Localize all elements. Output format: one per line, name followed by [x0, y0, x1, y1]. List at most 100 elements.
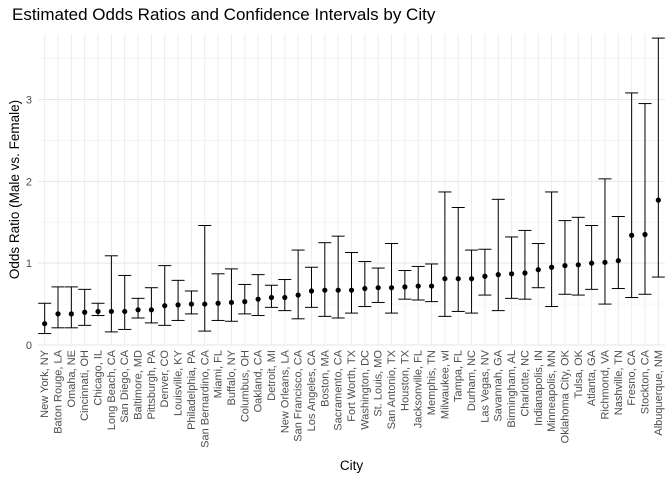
odds-ratio-point — [468, 276, 475, 282]
x-tick-label: Long Beach, CA — [106, 349, 118, 430]
odds-ratio-point — [42, 321, 48, 327]
odds-ratio-point — [55, 311, 61, 317]
x-tick-label: Tampa, FL — [453, 350, 465, 402]
odds-ratio-point — [615, 258, 621, 264]
odds-ratio-point — [562, 263, 568, 269]
odds-ratio-point — [148, 307, 154, 313]
x-tick-label: Las Vegas, NV — [479, 349, 491, 422]
odds-ratio-point — [68, 311, 74, 317]
x-tick-label: Philadelphia, PA — [186, 349, 198, 430]
odds-ratio-point — [375, 285, 381, 291]
y-tick-label: 0 — [26, 340, 32, 352]
x-tick-label: Buffalo, NY — [226, 349, 238, 405]
y-axis-title: Odds Ratio (Male vs. Female) — [7, 100, 22, 279]
x-tick-label: San Bernardino, CA — [199, 349, 211, 447]
odds-ratio-point — [642, 231, 648, 238]
odds-ratio-point — [655, 197, 661, 203]
odds-ratio-point — [495, 272, 501, 278]
x-tick-label: Sacramento, CA — [333, 349, 345, 430]
x-tick-label: Birmingham, AL — [506, 350, 518, 428]
x-tick-label: Cincinnati, OH — [79, 350, 91, 421]
odds-ratio-point — [428, 283, 435, 289]
x-tick-label: Los Angeles, CA — [306, 349, 318, 431]
x-tick-label: St. Louis, MO — [373, 350, 385, 417]
x-tick-label: Jacksonville, FL — [413, 350, 425, 428]
odds-ratio-point — [255, 296, 261, 302]
odds-ratio-point — [442, 276, 448, 282]
x-tick-label: Baltimore, MD — [133, 350, 145, 420]
odds-ratio-point — [508, 271, 515, 277]
odds-ratio-point — [402, 284, 408, 290]
x-tick-label: Richmond, VA — [599, 349, 611, 419]
odds-ratio-point — [188, 301, 195, 307]
x-tick-label: Detroit, MI — [266, 350, 278, 401]
odds-ratio-point — [589, 260, 595, 266]
x-tick-label: Nashville, TN — [613, 350, 625, 415]
x-tick-label: New York, NY — [39, 349, 51, 418]
x-tick-label: Milwaukee, wI — [439, 350, 451, 419]
x-tick-label: San Diego, CA — [119, 349, 131, 422]
x-tick-label: Memphis, TN — [426, 350, 438, 415]
odds-ratio-point — [522, 270, 528, 276]
x-tick-label: Savannah, GA — [493, 349, 505, 421]
odds-ratio-point — [202, 301, 208, 307]
chart-title: Estimated Odds Ratios and Confidence Int… — [12, 5, 436, 24]
odds-ratio-point — [362, 285, 368, 292]
odds-ratio-point — [549, 264, 555, 270]
odds-ratio-point — [415, 283, 421, 289]
odds-ratio-point — [322, 287, 328, 293]
x-tick-label: Omaha, NE — [66, 350, 78, 407]
x-tick-label: Oakland, CA — [253, 349, 265, 412]
odds-ratio-point — [348, 287, 355, 293]
odds-ratio-point — [575, 262, 581, 268]
x-tick-label: Indianapolis, IN — [533, 350, 545, 426]
y-tick-label: 2 — [26, 176, 32, 188]
odds-ratio-point — [388, 285, 395, 291]
odds-ratio-point — [602, 259, 608, 265]
odds-ratio-point — [95, 308, 101, 315]
odds-ratio-point — [282, 294, 288, 301]
odds-ratio-point — [455, 276, 461, 282]
x-tick-label: Denver, CO — [159, 350, 171, 408]
x-tick-label: Stockton, CA — [639, 349, 651, 414]
x-tick-label: Columbus, OH — [239, 350, 251, 422]
odds-ratio-point — [268, 294, 275, 301]
y-tick-label: 1 — [26, 258, 32, 270]
x-tick-label: Houston, TX — [399, 349, 411, 411]
x-tick-label: Fort Worth, TX — [346, 349, 358, 421]
odds-ratio-point — [629, 232, 635, 238]
odds-ratio-point — [215, 300, 221, 306]
odds-ratio-point — [335, 287, 341, 293]
x-tick-label: Baton Rouge, LA — [53, 349, 65, 433]
x-tick-label: Charlotte, NC — [519, 350, 531, 417]
x-tick-label: Pittsburgh, PA — [146, 349, 158, 419]
x-tick-label: Washington, DC — [359, 350, 371, 430]
odds-ratio-point — [162, 303, 168, 309]
x-tick-label: New Orleans, LA — [279, 349, 291, 433]
x-tick-label: Tulsa, OK — [573, 349, 585, 398]
odds-ratio-point — [135, 307, 141, 313]
odds-ratio-point — [482, 273, 488, 279]
odds-ratio-point — [82, 309, 88, 315]
odds-ratio-point — [535, 267, 541, 273]
odds-ratio-point — [242, 299, 248, 305]
x-tick-label: San Antonio, TX — [386, 349, 398, 429]
x-tick-label: Fresno, CA — [626, 349, 638, 405]
x-tick-label: Atlanta, GA — [586, 349, 598, 406]
y-tick-label: 3 — [26, 94, 32, 106]
odds-ratio-point — [295, 292, 301, 298]
x-tick-label: Minneapolis, MN — [546, 350, 558, 432]
odds-ratio-point — [175, 302, 181, 308]
x-tick-label: Chicago, IL — [93, 350, 105, 406]
x-tick-label: Albuquerque, NM — [653, 350, 665, 436]
odds-ratio-point — [228, 299, 235, 306]
x-tick-label: Boston, MA — [319, 349, 331, 407]
x-tick-label: Miami, FL — [213, 350, 225, 398]
odds-ratio-point — [308, 288, 315, 294]
x-tick-label: San Francisco, CA — [293, 349, 305, 441]
odds-ratio-point — [108, 308, 114, 315]
x-tick-label: Durham, NC — [466, 350, 478, 411]
x-tick-label: Oklahoma City, OK — [559, 349, 571, 443]
odds-ratio-point — [122, 308, 128, 315]
